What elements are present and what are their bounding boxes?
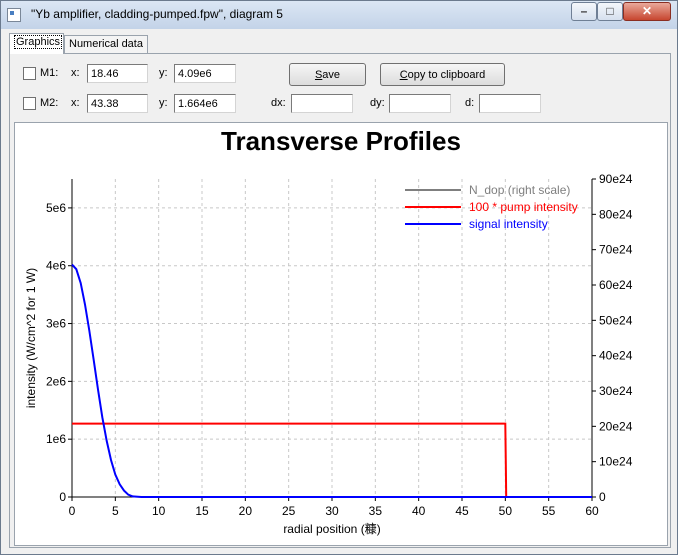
y-tick-label: 2e6 [46,374,66,388]
maximize-icon: □ [606,4,614,18]
y-axis-label: intensity (W/cm^2 for 1 W) [24,268,38,408]
x-axis-label: radial position (糠) [283,521,380,536]
y-tick-label: 4e6 [46,259,66,273]
y2-tick-label: 80e24 [599,207,633,221]
copy-to-clipboard-button[interactable]: Copy to clipboard [380,63,505,86]
graphics-panel: M1: x: y: Save Copy to clipboard M2: x: … [9,53,671,548]
y2-tick-label: 20e24 [599,419,633,433]
y2-tick-label: 90e24 [599,172,633,186]
x-tick-label: 25 [282,504,296,518]
transverse-profiles-chart[interactable]: Transverse Profiles 0 5 10 15 20 25 30 35 40 45 50 5… [15,123,667,545]
tab-numerical-data-label: Numerical data [69,38,143,50]
m2-label: M2: [40,97,59,109]
save-button[interactable]: Save [289,63,366,86]
m1-x-input[interactable] [87,64,148,83]
chart-area[interactable]: Transverse Profiles 0 5 10 15 20 25 30 35 40 45 50 5… [14,122,668,546]
m2-x-label: x: [71,97,80,109]
window-title: "Yb amplifier, cladding-pumped.fpw", dia… [31,7,283,21]
x-tick-label: 30 [325,504,339,518]
y2-tick-label: 40e24 [599,349,633,363]
y2-tick-label: 0 [599,490,606,504]
copy-button-mnemonic: C [399,68,408,81]
m1-label: M1: [40,67,59,79]
minimize-button[interactable]: – [571,2,597,21]
m2-y-label: y: [159,97,168,109]
tab-graphics-label: Graphics [14,35,63,49]
m1-y-input[interactable] [174,64,236,83]
legend-label-2: signal intensity [469,217,548,231]
m1-x-label: x: [71,67,80,79]
dy-label: dy: [370,97,385,109]
y-tick-label: 0 [59,490,66,504]
x-tick-label: 50 [499,504,513,518]
x-tick-label: 40 [412,504,426,518]
tab-numerical-data[interactable]: Numerical data [64,35,148,53]
x-tick-label: 0 [69,504,76,518]
close-button[interactable]: ✕ [623,2,671,21]
y-tick-label: 5e6 [46,201,66,215]
y-tick-label: 3e6 [46,317,66,331]
save-button-mnemonic: S [314,68,323,81]
save-button-label: ave [322,68,341,81]
minimize-icon: – [580,4,588,18]
series-line-2 [71,263,592,498]
dx-input[interactable] [291,94,353,113]
y2-tick-label: 70e24 [599,243,633,257]
y2-tick-label: 50e24 [599,313,633,327]
x-tick-label: 60 [585,504,599,518]
y2-tick-label: 60e24 [599,278,633,292]
tab-graphics[interactable]: Graphics [9,33,64,54]
close-icon: ✕ [641,4,653,18]
m2-checkbox[interactable] [23,97,36,110]
y2-tick-label: 30e24 [599,384,633,398]
d-label: d: [465,97,475,109]
title-bar[interactable]: "Yb amplifier, cladding-pumped.fpw", dia… [1,1,677,29]
m1-y-label: y: [159,67,168,79]
x-tick-label: 15 [195,504,209,518]
x-tick-label: 35 [369,504,383,518]
x-tick-label: 20 [239,504,253,518]
x-tick-label: 55 [542,504,556,518]
chart-title: Transverse Profiles [221,126,461,156]
legend-label-0: N_dop (right scale) [469,183,570,197]
x-tick-label: 45 [455,504,469,518]
dx-label: dx: [271,97,286,109]
d-input[interactable] [479,94,541,113]
maximize-button[interactable]: □ [597,2,623,21]
m1-checkbox[interactable] [23,67,36,80]
copy-button-label: opy to clipboard [407,68,486,81]
legend-label-1: 100 * pump intensity [469,200,578,214]
dy-input[interactable] [389,94,451,113]
m2-x-input[interactable] [87,94,148,113]
y2-tick-label: 10e24 [599,455,633,469]
x-tick-label: 10 [152,504,166,518]
app-icon[interactable] [7,8,21,22]
y-tick-label: 1e6 [46,432,66,446]
x-tick-label: 5 [112,504,119,518]
m2-y-input[interactable] [174,94,236,113]
